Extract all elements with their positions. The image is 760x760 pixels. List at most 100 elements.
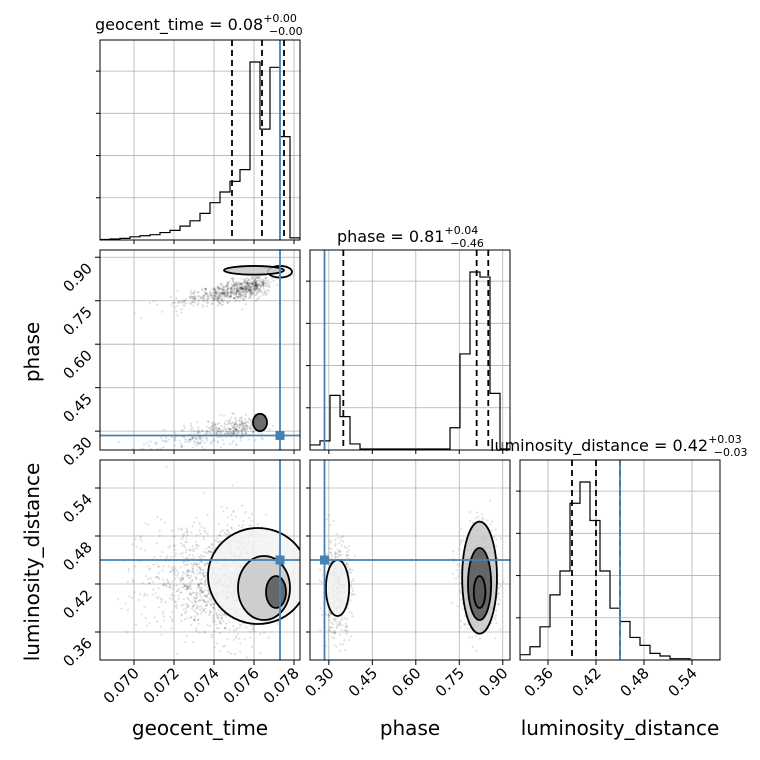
sample-point	[192, 297, 195, 300]
panel-1-1	[310, 250, 510, 450]
sample-point	[184, 610, 188, 613]
sample-point	[244, 287, 248, 290]
sample-point	[248, 287, 251, 290]
sample-point	[223, 292, 226, 296]
sample-point	[457, 575, 460, 578]
sample-point	[235, 425, 238, 429]
sample-point	[240, 290, 243, 293]
sample-point	[221, 292, 224, 295]
sample-point	[262, 281, 265, 284]
sample-point	[229, 295, 232, 298]
sample-point	[241, 286, 244, 290]
sample-point	[173, 306, 176, 309]
sample-point	[196, 612, 199, 615]
sample-point	[208, 550, 211, 553]
sample-point	[179, 443, 182, 446]
sample-point	[468, 519, 472, 523]
density-contour	[472, 575, 487, 609]
sample-point	[97, 569, 99, 571]
sample-point	[170, 594, 173, 597]
sample-point	[205, 304, 208, 308]
sample-point	[191, 300, 195, 303]
sample-point	[207, 431, 210, 434]
sample-point	[165, 556, 168, 560]
sample-point	[177, 587, 180, 590]
sample-point	[333, 644, 336, 647]
sample-point	[254, 282, 257, 285]
sample-point	[254, 288, 257, 291]
sample-point	[167, 565, 171, 568]
sample-point	[231, 291, 234, 294]
sample-point	[349, 571, 352, 574]
sample-point	[244, 417, 247, 421]
sample-point	[243, 278, 246, 281]
sample-point	[236, 289, 239, 292]
sample-point	[222, 299, 226, 302]
sample-point	[254, 287, 257, 290]
sample-point	[203, 575, 206, 578]
hist-bar	[610, 608, 620, 660]
sample-point	[226, 290, 229, 293]
sample-point	[243, 291, 247, 294]
sample-point	[264, 293, 267, 296]
sample-point	[170, 566, 174, 569]
sample-point	[220, 424, 223, 428]
sample-point	[213, 602, 216, 605]
sample-point	[345, 618, 348, 621]
sample-point	[244, 432, 248, 435]
sample-point	[240, 428, 243, 431]
sample-point	[229, 296, 232, 299]
sample-point	[334, 538, 337, 542]
sample-point	[259, 632, 262, 635]
sample-point	[206, 300, 209, 304]
sample-point	[200, 429, 204, 432]
sample-point	[248, 293, 252, 296]
sample-point	[198, 298, 201, 301]
sample-point	[190, 430, 193, 434]
sample-point	[155, 592, 158, 595]
sample-point	[240, 416, 243, 419]
sample-point	[243, 282, 246, 285]
sample-point	[194, 301, 197, 304]
sample-point	[223, 291, 226, 294]
sample-point	[221, 297, 224, 301]
sample-point	[228, 299, 231, 302]
sample-point	[177, 597, 180, 600]
sample-point	[495, 609, 498, 612]
sample-point	[225, 430, 228, 433]
sample-point	[185, 302, 188, 305]
sample-point	[181, 551, 184, 554]
sample-point	[197, 605, 201, 608]
sample-point	[177, 594, 180, 597]
sample-point	[162, 578, 165, 581]
sample-point	[468, 635, 471, 639]
sample-point	[202, 609, 206, 612]
hist-bar	[620, 621, 630, 660]
sample-point	[204, 600, 207, 603]
sample-point	[237, 425, 240, 428]
hist-bar	[180, 226, 190, 240]
sample-point	[459, 581, 462, 584]
sample-point	[265, 285, 268, 288]
sample-point	[235, 288, 238, 292]
sample-point	[211, 288, 214, 291]
sample-point	[206, 551, 209, 554]
sample-point	[348, 610, 351, 614]
sample-point	[246, 285, 250, 288]
sample-point	[171, 610, 174, 613]
sample-point	[342, 540, 345, 543]
sample-point	[188, 295, 191, 298]
sample-point	[195, 544, 199, 547]
sample-point	[181, 536, 185, 539]
sample-point	[216, 286, 219, 289]
sample-point	[239, 650, 242, 653]
sample-point	[241, 428, 244, 431]
sample-point	[212, 429, 215, 432]
sample-point	[176, 314, 179, 317]
sample-point	[245, 413, 248, 416]
sample-point	[234, 287, 237, 290]
sample-point	[494, 528, 497, 531]
sample-point	[223, 291, 226, 294]
sample-point	[163, 582, 166, 585]
sample-point	[244, 289, 247, 292]
